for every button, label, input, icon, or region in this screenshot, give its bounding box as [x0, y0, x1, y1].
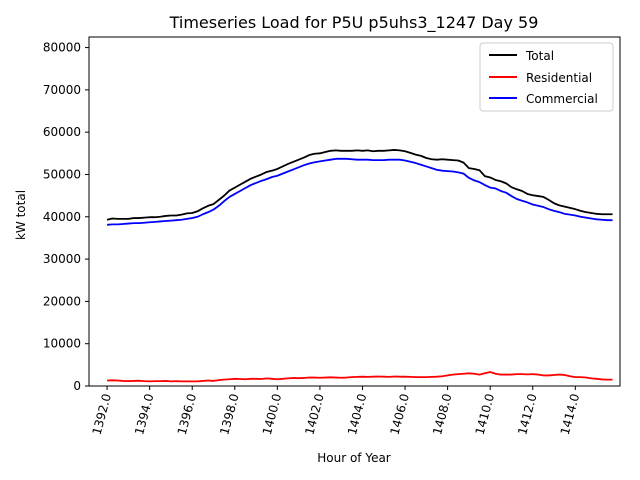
- series-line-residential: [107, 371, 613, 383]
- y-tick-label: 70000: [43, 83, 81, 97]
- y-tick-label: 0: [73, 379, 81, 393]
- chart-title: Timeseries Load for P5U p5uhs3_1247 Day …: [169, 13, 539, 33]
- y-tick-label: 60000: [43, 125, 81, 139]
- series-layer: [106, 149, 613, 383]
- y-tick-label: 10000: [43, 337, 81, 351]
- legend-label-total: Total: [525, 49, 554, 63]
- series-line-commercial: [107, 157, 613, 226]
- y-axis-ticks: 0 10000 20000 30000 40000 50000 60000 70000 8000…: [43, 41, 89, 393]
- plot-area-frame: [88, 36, 621, 387]
- legend-box: [479, 42, 614, 112]
- y-tick-label: 50000: [43, 167, 81, 181]
- y-tick-label: 80000: [43, 41, 81, 55]
- y-tick-label: 20000: [43, 294, 81, 308]
- legend-label-residential: Residential: [526, 71, 592, 85]
- series-line-total: [106, 149, 613, 221]
- y-tick-label: 30000: [43, 252, 81, 266]
- legend: Total Residential Commercial: [479, 42, 614, 112]
- y-axis-label: kW total: [14, 190, 28, 240]
- legend-label-commercial: Commercial: [526, 92, 598, 106]
- x-axis-label: Hour of Year: [317, 451, 391, 465]
- y-tick-label: 40000: [43, 210, 81, 224]
